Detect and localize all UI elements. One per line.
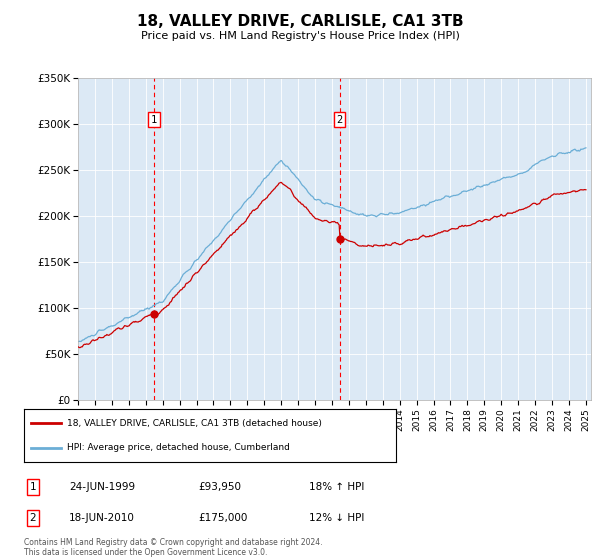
Text: 18, VALLEY DRIVE, CARLISLE, CA1 3TB: 18, VALLEY DRIVE, CARLISLE, CA1 3TB: [137, 14, 463, 29]
Text: 1: 1: [151, 115, 157, 125]
Text: £175,000: £175,000: [198, 513, 247, 523]
Text: 24-JUN-1999: 24-JUN-1999: [69, 482, 135, 492]
Text: HPI: Average price, detached house, Cumberland: HPI: Average price, detached house, Cumb…: [67, 443, 290, 452]
Text: Contains HM Land Registry data © Crown copyright and database right 2024.
This d: Contains HM Land Registry data © Crown c…: [24, 538, 323, 557]
Text: £93,950: £93,950: [198, 482, 241, 492]
Text: Price paid vs. HM Land Registry's House Price Index (HPI): Price paid vs. HM Land Registry's House …: [140, 31, 460, 41]
Text: 1: 1: [29, 482, 37, 492]
Text: 2: 2: [29, 513, 37, 523]
Text: 2: 2: [337, 115, 343, 125]
Text: 18, VALLEY DRIVE, CARLISLE, CA1 3TB (detached house): 18, VALLEY DRIVE, CARLISLE, CA1 3TB (det…: [67, 419, 322, 428]
Text: 12% ↓ HPI: 12% ↓ HPI: [309, 513, 364, 523]
Text: 18-JUN-2010: 18-JUN-2010: [69, 513, 135, 523]
Text: 18% ↑ HPI: 18% ↑ HPI: [309, 482, 364, 492]
